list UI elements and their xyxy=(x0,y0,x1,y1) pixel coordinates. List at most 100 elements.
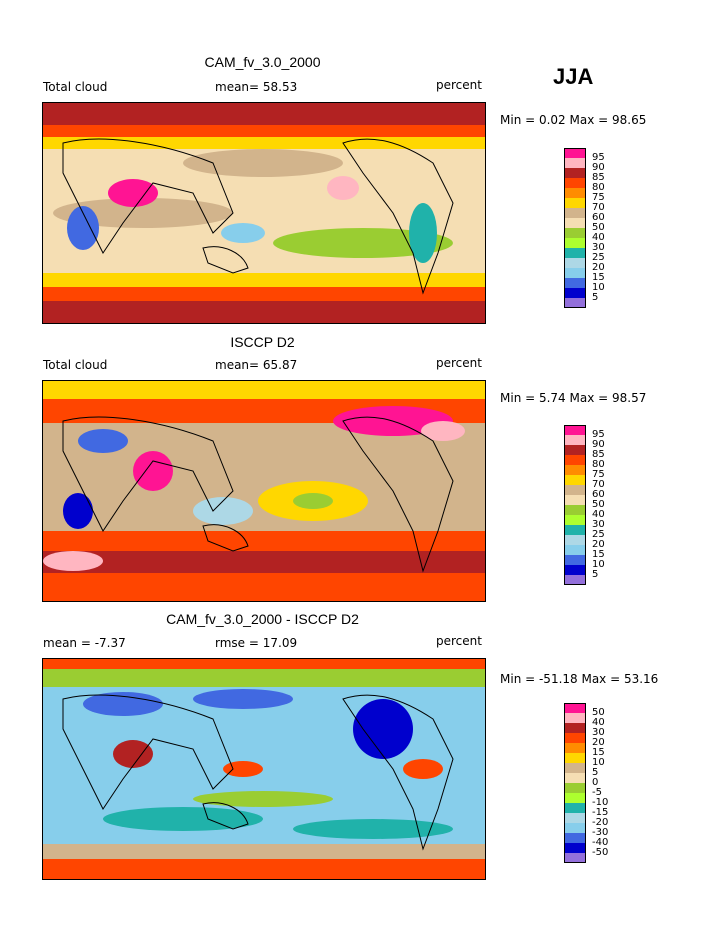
panel-2-map-canvas xyxy=(43,381,485,601)
colorbar-swatch xyxy=(564,485,586,495)
colorbar-swatch xyxy=(564,773,586,783)
colorbar-swatch xyxy=(564,723,586,733)
panel-3-minmax: Min = -51.18 Max = 53.16 xyxy=(500,672,659,686)
colorbar-tick-label: 50 xyxy=(592,499,605,510)
colorbar-swatch xyxy=(564,793,586,803)
colorbar-swatch xyxy=(564,465,586,475)
colorbar-swatch xyxy=(564,248,586,258)
panel-2-minmax: Min = 5.74 Max = 98.57 xyxy=(500,391,647,405)
colorbar-swatch xyxy=(564,288,586,298)
panel-1-mean-label: mean= 58.53 xyxy=(215,80,298,94)
colorbar-tick-label: 30 xyxy=(592,519,605,530)
panel-3-units-label: percent xyxy=(436,634,482,648)
colorbar-tick-label: 30 xyxy=(592,242,605,253)
colorbar-swatch xyxy=(564,495,586,505)
colorbar-tick-label: 5 xyxy=(592,767,599,778)
panel-2-variable-label: Total cloud xyxy=(43,358,108,372)
colorbar-swatch xyxy=(564,803,586,813)
colorbar-tick-label: 80 xyxy=(592,459,605,470)
panel-1-variable-label: Total cloud xyxy=(43,80,108,94)
colorbar-swatch xyxy=(564,445,586,455)
colorbar-swatch xyxy=(564,763,586,773)
colorbar-swatch xyxy=(564,218,586,228)
colorbar-swatch xyxy=(564,853,586,863)
colorbar-swatch xyxy=(564,238,586,248)
colorbar-swatch xyxy=(564,168,586,178)
colorbar-swatch xyxy=(564,198,586,208)
colorbar-tick-label: 60 xyxy=(592,212,605,223)
colorbar-tick-label: 85 xyxy=(592,449,605,460)
colorbar-swatch xyxy=(564,475,586,485)
colorbar-swatch xyxy=(564,298,586,308)
panel-3-title: CAM_fv_3.0_2000 - ISCCP D2 xyxy=(166,611,359,627)
season-label: JJA xyxy=(553,64,594,89)
colorbar-tick-label: 40 xyxy=(592,509,605,520)
colorbar-swatch xyxy=(564,565,586,575)
colorbar-swatch xyxy=(564,178,586,188)
colorbar-swatch xyxy=(564,268,586,278)
colorbar-tick-label: 15 xyxy=(592,549,605,560)
colorbar-swatch xyxy=(564,505,586,515)
colorbar-tick-label: 50 xyxy=(592,222,605,233)
colorbar-tick-label: 5 xyxy=(592,292,599,303)
colorbar-swatch xyxy=(564,188,586,198)
colorbar-tick-label: 30 xyxy=(592,727,605,738)
colorbar-swatch xyxy=(564,833,586,843)
colorbar-tick-label: 15 xyxy=(592,272,605,283)
colorbar-tick-label: 80 xyxy=(592,182,605,193)
colorbar-swatch xyxy=(564,575,586,585)
colorbar-swatch xyxy=(564,258,586,268)
panel-2-colorbar: 95 90 85 80 75 70 60 50 40 30 25 20 15 10 5 xyxy=(564,425,605,585)
colorbar-tick-label: 40 xyxy=(592,717,605,728)
colorbar-swatch xyxy=(564,425,586,435)
colorbar-tick-label: 75 xyxy=(592,469,605,480)
colorbar-swatch xyxy=(564,535,586,545)
colorbar-swatch xyxy=(564,733,586,743)
colorbar-tick-label: 90 xyxy=(592,162,605,173)
colorbar-tick-label: 20 xyxy=(592,539,605,550)
panel-2-title: ISCCP D2 xyxy=(230,334,295,350)
colorbar-swatch xyxy=(564,455,586,465)
colorbar-tick-label: 10 xyxy=(592,559,605,570)
panel-2-mean-label: mean= 65.87 xyxy=(215,358,298,372)
colorbar-swatch xyxy=(564,228,586,238)
colorbar-swatch xyxy=(564,208,586,218)
colorbar-swatch xyxy=(564,148,586,158)
colorbar-tick-label: 20 xyxy=(592,737,605,748)
panel-1-units-label: percent xyxy=(436,78,482,92)
colorbar-tick-label: -40 xyxy=(592,837,609,848)
panel-1-minmax: Min = 0.02 Max = 98.65 xyxy=(500,113,647,127)
colorbar-tick-label: 40 xyxy=(592,232,605,243)
panel-1-title: CAM_fv_3.0_2000 xyxy=(204,54,321,70)
panel-3-difference-map xyxy=(42,658,486,880)
colorbar-tick-label: 95 xyxy=(592,429,605,440)
colorbar-tick-label: -50 xyxy=(592,847,609,858)
colorbar-tick-label: 70 xyxy=(592,202,605,213)
panel-1-cloud-map xyxy=(42,102,486,324)
colorbar-tick-label: -5 xyxy=(592,787,602,798)
panel-3-colorbar: 50 40 30 20 15 10 5 0 -5 -10 -15 -20 -30 -40 -50 xyxy=(564,703,608,863)
colorbar-swatch xyxy=(564,743,586,753)
colorbar-tick-label: 15 xyxy=(592,747,605,758)
colorbar-tick-label: 0 xyxy=(592,777,599,788)
colorbar-swatch xyxy=(564,713,586,723)
colorbar-tick-label: -20 xyxy=(592,817,609,828)
panel-3-mean-label: mean = -7.37 xyxy=(43,636,126,650)
colorbar-tick-label: 10 xyxy=(592,757,605,768)
colorbar-tick-label: 25 xyxy=(592,529,605,540)
panel-2-cloud-map xyxy=(42,380,486,602)
colorbar-tick-label: -30 xyxy=(592,827,609,838)
colorbar-tick-label: 70 xyxy=(592,479,605,490)
colorbar-swatch xyxy=(564,435,586,445)
colorbar-swatch xyxy=(564,545,586,555)
colorbar-swatch xyxy=(564,783,586,793)
colorbar-swatch xyxy=(564,753,586,763)
panel-1-colorbar: 95 90 85 80 75 70 60 50 40 30 25 20 15 10 5 xyxy=(564,148,605,308)
panel-3-map-canvas xyxy=(43,659,485,879)
panel-3-rmse-label: rmse = 17.09 xyxy=(215,636,298,650)
colorbar-swatch xyxy=(564,515,586,525)
colorbar-swatch xyxy=(564,813,586,823)
colorbar-tick-label: 75 xyxy=(592,192,605,203)
colorbar-tick-label: 10 xyxy=(592,282,605,293)
colorbar-swatch xyxy=(564,823,586,833)
